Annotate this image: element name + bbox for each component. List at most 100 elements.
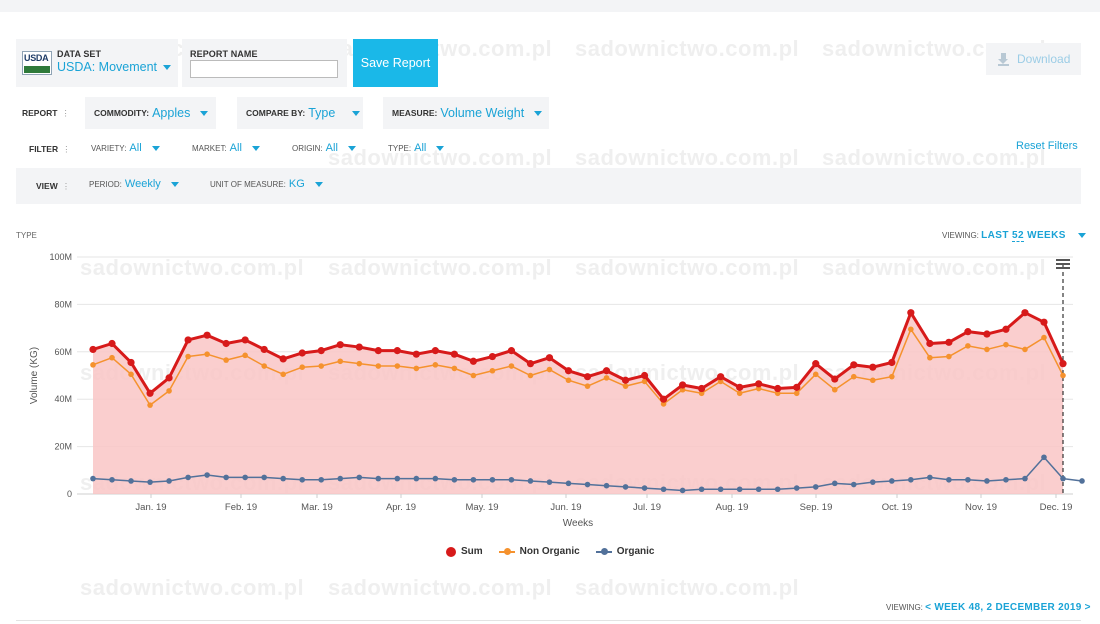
non-organic-point: [1060, 372, 1066, 379]
save-report-button[interactable]: Save Report: [353, 39, 438, 87]
non-organic-point: [774, 390, 781, 397]
non-organic-point: [261, 363, 267, 369]
organic-point: [717, 486, 724, 493]
period-key: PERIOD:: [89, 179, 122, 189]
chevron-down-icon: [151, 145, 160, 151]
market-value: All: [229, 142, 242, 154]
chevron-down-icon: [352, 110, 361, 116]
non-organic-point: [128, 371, 134, 378]
more-options-icon[interactable]: ⋮: [62, 144, 71, 154]
non-organic-point: [508, 363, 515, 369]
legend-marker-non-organic: [498, 548, 515, 555]
variety-filter[interactable]: VARIETY: All: [91, 142, 160, 154]
non-organic-point: [1003, 341, 1009, 348]
organic-point: [812, 484, 819, 490]
viewing-range-num: 52: [1012, 230, 1024, 242]
view-row-label-text: VIEW: [36, 181, 58, 191]
usda-logo-text: USDA: [24, 53, 49, 63]
sum-point: [640, 371, 649, 380]
sum-point: [203, 331, 211, 339]
week-value: < WEEK 48, 2 DECEMBER 2019 >: [925, 602, 1091, 613]
sum-point: [89, 345, 97, 354]
x-tick-label: Aug. 19: [716, 502, 749, 513]
non-organic-point: [679, 386, 686, 393]
report-row-label: REPORT ⋮: [22, 108, 70, 119]
organic-point: [565, 480, 572, 487]
organic-point: [185, 474, 191, 481]
chevron-down-icon: [1077, 233, 1086, 239]
non-organic-point: [965, 343, 971, 349]
download-label: Download: [1017, 52, 1071, 66]
report-name-input[interactable]: [190, 60, 338, 78]
viewing-range-pre: LAST: [981, 230, 1013, 241]
more-options-icon[interactable]: ⋮: [61, 108, 70, 118]
compare-by-key: COMPARE BY:: [246, 108, 306, 118]
non-organic-point: [984, 346, 990, 353]
filter-row-label: FILTER ⋮: [29, 144, 71, 155]
origin-filter[interactable]: ORIGIN: All: [292, 142, 356, 154]
commodity-select[interactable]: COMMODITY: Apples: [85, 97, 216, 129]
chevron-down-icon: [200, 110, 209, 116]
organic-point: [850, 481, 857, 488]
legend-item-organic[interactable]: Organic: [595, 546, 654, 557]
organic-point: [90, 475, 96, 482]
dataset-selector[interactable]: USDA DATA SET USDA: Movement: [16, 39, 178, 87]
usda-logo: USDA: [22, 51, 52, 75]
commodity-value: Apples: [152, 106, 191, 120]
x-tick-label: Jul. 19: [633, 502, 661, 513]
unit-select[interactable]: UNIT OF MEASURE: KG: [210, 178, 323, 190]
non-organic-point: [527, 372, 534, 379]
organic-point: [870, 479, 876, 485]
organic-point: [622, 484, 629, 490]
legend-item-non-organic[interactable]: Non Organic: [498, 546, 580, 557]
non-organic-point: [413, 365, 420, 372]
view-bar: [16, 168, 1081, 204]
download-icon: [998, 52, 1009, 66]
viewing-range-select[interactable]: VIEWING: LAST 52 WEEKS: [942, 230, 1086, 242]
viewing-range-value: LAST 52 WEEKS: [981, 230, 1066, 242]
bottom-divider: [16, 620, 1081, 621]
organic-point: [166, 478, 172, 484]
chevron-down-icon: [163, 65, 172, 71]
legend-item-sum[interactable]: Sum: [446, 546, 483, 557]
organic-point: [527, 478, 534, 484]
non-organic-point: [318, 363, 325, 369]
x-tick-label: Feb. 19: [225, 502, 257, 513]
organic-point: [889, 478, 895, 484]
organic-point: [147, 479, 153, 485]
page-top-strip: [0, 0, 1100, 12]
report-name-group: REPORT NAME: [182, 39, 347, 87]
variety-value: All: [129, 142, 142, 154]
non-organic-point: [622, 383, 629, 389]
sum-point: [698, 384, 706, 393]
organic-point: [965, 476, 971, 483]
week-navigator[interactable]: VIEWING: < WEEK 48, 2 DECEMBER 2019 >: [886, 602, 1091, 613]
market-filter[interactable]: MARKET: All: [192, 142, 260, 154]
sum-point: [298, 349, 306, 357]
y-tick-label: 80M: [54, 299, 72, 309]
compare-by-select[interactable]: COMPARE BY: Type: [237, 97, 363, 129]
download-button[interactable]: Download: [986, 43, 1081, 75]
sum-point: [336, 341, 344, 349]
organic-point: [394, 475, 401, 482]
sum-point: [127, 358, 135, 367]
dataset-value-text: USDA: Movement: [57, 60, 158, 74]
sum-point: [317, 347, 325, 355]
reset-filters-link[interactable]: Reset Filters: [1016, 140, 1078, 152]
measure-key: MEASURE:: [392, 108, 438, 118]
period-select[interactable]: PERIOD: Weekly: [89, 178, 179, 190]
non-organic-point: [698, 390, 705, 397]
sum-point: [412, 350, 420, 358]
organic-point: [375, 475, 382, 482]
sum-point: [526, 360, 535, 368]
non-organic-point: [489, 367, 496, 374]
dataset-value[interactable]: USDA: Movement: [57, 60, 172, 74]
non-organic-point: [375, 363, 382, 369]
measure-select[interactable]: MEASURE: Volume Weight: [383, 97, 549, 129]
more-options-icon[interactable]: ⋮: [61, 181, 71, 191]
type-filter[interactable]: TYPE: All: [388, 142, 445, 154]
y-axis-title: Volume (KG): [29, 347, 40, 404]
sum-area: [93, 312, 1063, 494]
sum-point: [374, 347, 382, 355]
organic-point: [318, 476, 325, 483]
